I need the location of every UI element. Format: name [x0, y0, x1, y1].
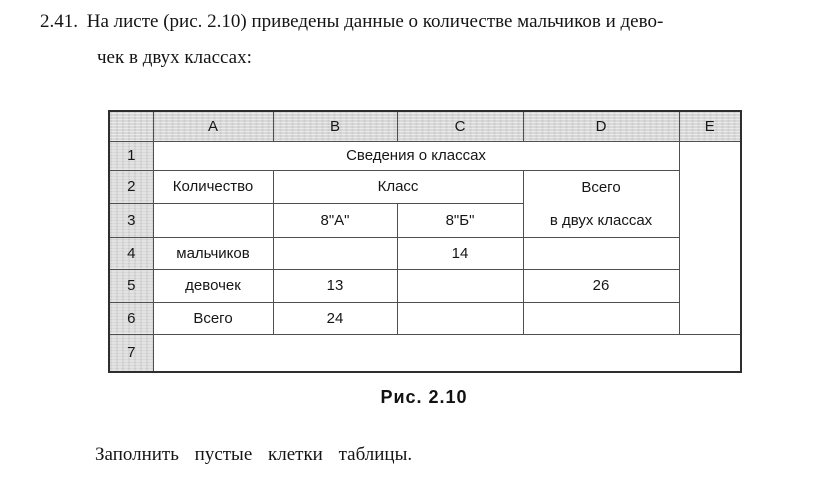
cell-c6-empty — [396, 301, 524, 335]
sheet-row-5: 5 девочек 13 26 — [108, 268, 741, 303]
row-header-4: 4 — [108, 236, 154, 270]
problem-text-line2: чек в двух классах: — [97, 47, 252, 68]
problem-number: 2.41. — [40, 11, 78, 32]
cell-a5-girls: девочек — [152, 268, 274, 303]
cell-c4-boys-count: 14 — [396, 236, 524, 270]
row-header-5: 5 — [108, 268, 154, 303]
cell-c5-empty — [396, 268, 524, 303]
cell-d5-total-count: 26 — [522, 268, 680, 303]
sheet-row-6: 6 Всего 24 — [108, 301, 741, 335]
sheet-row-3: 3 8"А" 8"Б" — [108, 203, 741, 238]
col-header-d: D — [522, 110, 680, 142]
sheet-row-4: 4 мальчиков 14 — [108, 236, 741, 270]
col-header-e: E — [678, 110, 742, 142]
cell-c3-class-8b: 8"Б" — [396, 203, 524, 238]
cell-a6-total-label: Всего — [152, 301, 274, 335]
cell-e-empty — [678, 140, 742, 335]
cell-row7-empty — [152, 333, 742, 373]
row-header-7: 7 — [108, 333, 154, 373]
row-header-1: 1 — [108, 140, 154, 171]
sheet-row-7: 7 — [108, 333, 742, 373]
cell-bc2-class: Класс — [272, 169, 524, 204]
cell-b3-class-8a: 8"А" — [272, 203, 398, 238]
figure-caption: Рис. 2.10 — [380, 387, 468, 407]
problem-statement: 2.41. На листе (рис. 2.10) приведены дан… — [40, 4, 777, 76]
cell-d23-total-line1: Всего — [581, 178, 621, 196]
task-instruction: Заполнить пустые клетки таблицы. — [95, 444, 413, 465]
sheet-row-2: 2 Количество Класс Всего в двух классах — [108, 169, 741, 238]
cell-a3-empty — [152, 203, 274, 238]
col-header-c: C — [396, 110, 524, 142]
cell-d6-empty — [522, 301, 680, 335]
cell-d23-total: Всего в двух классах — [522, 169, 680, 238]
row-header-2: 2 — [108, 169, 154, 204]
row-header-6: 6 — [108, 301, 154, 335]
spreadsheet-figure: A B C D E 1 Сведения о классах 2 Количес… — [108, 110, 742, 373]
cell-b4-empty — [272, 236, 398, 270]
problem-text-line1: На листе (рис. 2.10) приведены данные о … — [86, 11, 664, 32]
cell-d4-empty — [522, 236, 680, 270]
cell-b5-girls-count: 13 — [272, 268, 398, 303]
cell-a2-quantity: Количество — [152, 169, 274, 204]
row-header-3: 3 — [108, 203, 154, 238]
column-header-row: A B C D E — [108, 110, 742, 142]
col-header-b: B — [272, 110, 398, 142]
cell-a1-title: Сведения о классах — [152, 140, 680, 171]
cell-d23-total-line2: в двух классах — [549, 211, 653, 229]
sheet-row-1: 1 Сведения о классах — [108, 140, 742, 335]
corner-cell — [108, 110, 154, 142]
cell-a4-boys: мальчиков — [152, 236, 274, 270]
cell-b6-total-count: 24 — [272, 301, 398, 335]
col-header-a: A — [152, 110, 274, 142]
